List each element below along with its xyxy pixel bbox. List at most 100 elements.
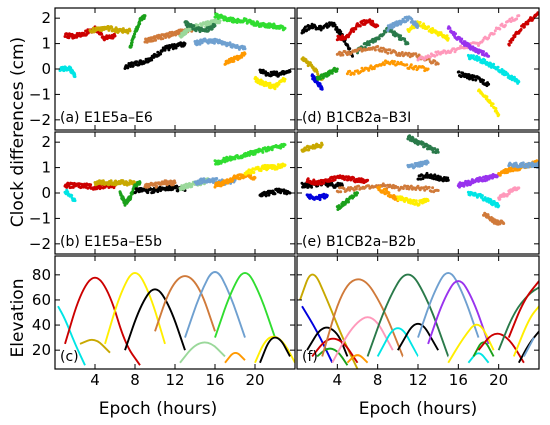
data-point bbox=[497, 204, 501, 208]
x-tick-label: 16 bbox=[205, 371, 224, 389]
series-scatter bbox=[335, 182, 440, 194]
data-point bbox=[150, 58, 154, 62]
data-point bbox=[210, 27, 214, 31]
data-point bbox=[339, 190, 343, 194]
series-group bbox=[57, 271, 295, 366]
data-point bbox=[416, 24, 420, 28]
data-point bbox=[126, 66, 130, 70]
data-point bbox=[252, 171, 256, 174]
data-point bbox=[335, 67, 339, 71]
y-tick-label: 1 bbox=[41, 35, 51, 53]
data-point bbox=[436, 148, 440, 152]
data-point bbox=[431, 186, 435, 190]
data-point bbox=[494, 107, 498, 110]
data-point bbox=[474, 78, 478, 82]
series-scatter bbox=[63, 188, 77, 203]
data-point bbox=[288, 70, 292, 73]
series-line bbox=[321, 278, 404, 357]
x-tick-label: 20 bbox=[245, 371, 264, 389]
data-point bbox=[310, 185, 314, 189]
data-point bbox=[409, 184, 413, 188]
y-tick-label: −1 bbox=[29, 85, 51, 103]
data-point bbox=[414, 64, 418, 68]
x-tick-label: 4 bbox=[333, 371, 343, 389]
data-point bbox=[264, 194, 268, 198]
series-scatter bbox=[213, 171, 257, 189]
data-point bbox=[498, 27, 502, 31]
series-line bbox=[497, 286, 539, 351]
series-line bbox=[214, 272, 276, 338]
data-point bbox=[89, 183, 93, 187]
data-point bbox=[414, 199, 418, 203]
series-scatter bbox=[456, 70, 491, 88]
data-point bbox=[233, 157, 237, 161]
data-point bbox=[427, 185, 431, 189]
series-scatter bbox=[133, 184, 187, 195]
data-point bbox=[487, 82, 491, 86]
data-point bbox=[73, 75, 77, 79]
data-point bbox=[503, 23, 507, 27]
data-point bbox=[347, 200, 350, 204]
data-point bbox=[417, 53, 421, 57]
data-point bbox=[352, 194, 356, 198]
data-point bbox=[446, 37, 450, 40]
panel-a: −2 −1 0 1 2 (a) E1E5a–E6 bbox=[29, 7, 296, 131]
x-axis-label-left: Epoch (hours) bbox=[99, 399, 218, 419]
y-tick-label: −2 bbox=[29, 111, 51, 129]
data-point bbox=[384, 184, 387, 188]
data-point bbox=[519, 28, 523, 31]
panel-e: (e) B1CB2a–B2b bbox=[296, 131, 540, 255]
series-scatter bbox=[345, 59, 430, 76]
data-point bbox=[348, 188, 352, 192]
data-point bbox=[171, 47, 175, 51]
data-point bbox=[387, 191, 391, 195]
data-point bbox=[333, 178, 337, 182]
series-scatter bbox=[300, 21, 354, 58]
series-scatter bbox=[482, 211, 506, 226]
data-point bbox=[399, 34, 403, 38]
data-point bbox=[146, 191, 150, 195]
series-line bbox=[427, 280, 490, 345]
data-point bbox=[391, 62, 395, 66]
series-scatter bbox=[143, 179, 177, 189]
panel-c: 20 40 60 80 4 8 12 16 20 (c) bbox=[32, 255, 296, 389]
data-point bbox=[357, 184, 361, 188]
series-line bbox=[154, 275, 216, 332]
data-point bbox=[510, 16, 514, 20]
data-point bbox=[406, 184, 410, 188]
data-point bbox=[372, 67, 376, 71]
y-tick-label: 20 bbox=[32, 341, 51, 359]
data-point bbox=[385, 48, 389, 52]
data-point bbox=[100, 32, 104, 36]
data-point bbox=[390, 186, 394, 190]
data-point bbox=[138, 22, 142, 26]
data-point bbox=[405, 63, 409, 67]
data-point bbox=[352, 188, 356, 192]
data-point bbox=[113, 34, 117, 38]
data-point bbox=[352, 30, 356, 33]
data-point bbox=[526, 22, 530, 26]
data-point bbox=[472, 54, 475, 58]
data-point bbox=[318, 198, 322, 202]
data-point bbox=[507, 43, 511, 47]
data-point bbox=[131, 192, 134, 196]
data-point bbox=[126, 31, 130, 35]
data-point bbox=[198, 42, 202, 46]
data-point bbox=[489, 198, 493, 202]
data-point bbox=[196, 42, 200, 46]
series-scatter bbox=[456, 173, 501, 189]
data-point bbox=[200, 181, 204, 185]
series-line bbox=[224, 352, 246, 364]
data-point bbox=[167, 48, 171, 52]
data-point bbox=[333, 23, 337, 27]
data-point bbox=[216, 17, 220, 20]
data-point bbox=[348, 69, 352, 73]
series-scatter bbox=[477, 88, 501, 118]
series-group bbox=[58, 12, 292, 91]
series-line bbox=[366, 273, 450, 357]
data-point bbox=[306, 60, 310, 64]
data-point bbox=[407, 51, 411, 55]
data-point bbox=[373, 48, 377, 52]
panel-d: (d) B1CB2a–B3I bbox=[296, 7, 540, 131]
